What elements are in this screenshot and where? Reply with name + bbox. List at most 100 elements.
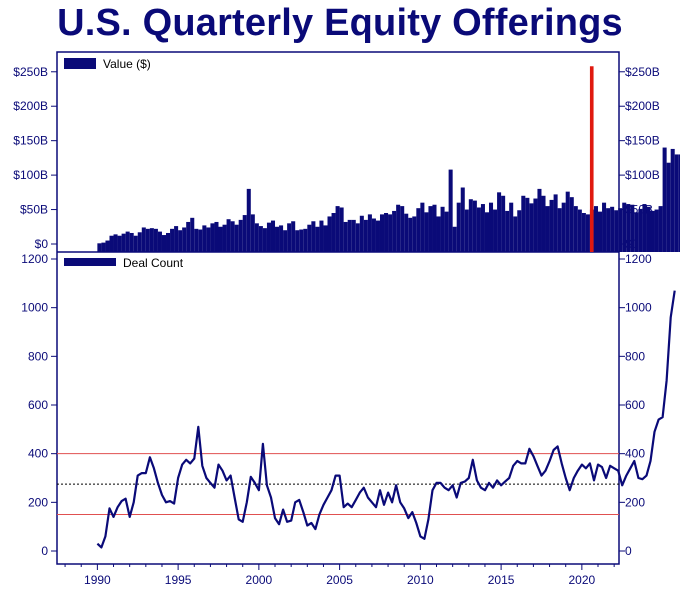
value-bar: [178, 230, 183, 252]
value-bar: [343, 221, 348, 252]
value-bar: [541, 195, 546, 252]
value-bar: [141, 227, 146, 252]
bottom-y-tick-label-left: 1000: [21, 301, 48, 315]
value-bar: [303, 228, 308, 252]
value-bar: [226, 219, 231, 252]
top-y-tick-label-left: $250B: [13, 65, 48, 79]
value-bar: [234, 224, 239, 252]
value-bar: [440, 206, 445, 252]
value-bar: [404, 213, 409, 252]
value-bar: [488, 202, 494, 252]
value-bar: [581, 213, 586, 252]
value-bar: [585, 214, 590, 252]
value-bar: [258, 226, 263, 252]
x-tick-label: 1995: [165, 573, 192, 587]
value-bar: [674, 154, 679, 252]
value-bar: [149, 228, 154, 252]
value-bar: [610, 206, 615, 252]
value-bar: [109, 235, 114, 252]
value-bar: [331, 213, 336, 252]
value-bar: [388, 214, 393, 252]
value-bar: [400, 206, 405, 252]
legend-deal-count-swatch: [64, 258, 116, 266]
value-bar: [250, 214, 255, 252]
legend-value-label: Value ($): [103, 57, 151, 71]
x-tick-label: 2005: [326, 573, 353, 587]
value-bar: [157, 231, 162, 252]
value-bar: [230, 221, 235, 252]
value-bar: [573, 206, 578, 252]
bottom-y-tick-label-right: 400: [625, 447, 645, 461]
value-bar: [444, 211, 449, 252]
value-bar: [501, 195, 506, 252]
value-bar: [145, 228, 150, 252]
value-bar: [392, 210, 397, 252]
chart-title: U.S. Quarterly Equity Offerings: [57, 2, 623, 44]
value-bar: [339, 207, 344, 252]
plot-frame: [56, 51, 620, 565]
value-bar: [351, 219, 356, 252]
bottom-y-tick-label-left: 600: [28, 398, 48, 412]
value-bar: [275, 226, 280, 252]
value-bar: [408, 217, 413, 252]
value-bar: [371, 218, 376, 252]
value-bar: [307, 224, 312, 252]
value-bar: [363, 219, 368, 252]
value-bar: [266, 222, 271, 252]
value-bar: [650, 210, 655, 252]
bottom-y-tick-label-left: 1200: [21, 252, 48, 266]
value-bar: [618, 208, 623, 252]
value-bar: [561, 202, 566, 252]
value-bar: [464, 209, 469, 252]
value-bar: [593, 206, 599, 252]
value-bar: [379, 214, 385, 252]
top-y-tick-label-left: $150B: [13, 134, 48, 148]
value-bar: [614, 210, 619, 252]
value-bar: [174, 226, 179, 252]
value-bar: [170, 228, 175, 252]
bottom-y-tick-label-left: 0: [41, 544, 48, 558]
bottom-y-tick-label-left: 400: [28, 447, 48, 461]
value-bar: [355, 223, 360, 252]
value-bar: [335, 206, 340, 252]
value-bar: [569, 197, 574, 252]
bottom-y-tick-label-right: 800: [625, 349, 645, 363]
top-y-tick-label-left: $200B: [13, 99, 48, 113]
value-bar: [384, 213, 389, 252]
top-y-tick-label-right: $100B: [625, 168, 660, 182]
value-bar: [432, 204, 437, 252]
value-bar: [117, 235, 122, 252]
value-bar: [186, 221, 191, 252]
value-bar: [375, 220, 380, 252]
value-bar: [367, 214, 372, 252]
value-bar: [468, 199, 473, 252]
value-bar: [448, 169, 453, 252]
value-bar: [460, 187, 465, 252]
x-tick-label: 2015: [488, 573, 515, 587]
x-tick-label: 2010: [407, 573, 434, 587]
legend-value-swatch: [64, 58, 96, 69]
value-bar: [476, 207, 481, 252]
bottom-y-tick-label-right: 1200: [625, 252, 652, 266]
x-tick-label: 2000: [246, 573, 273, 587]
value-bar: [634, 212, 639, 252]
value-bar: [287, 223, 292, 252]
bottom-y-tick-label-left: 200: [28, 495, 48, 509]
bottom-y-tick-label-right: 0: [625, 544, 632, 558]
value-bar: [153, 228, 158, 252]
value-bar: [327, 216, 332, 252]
bottom-y-tick-label-right: 1000: [625, 301, 652, 315]
value-bar: [125, 231, 130, 252]
value-bar: [270, 220, 276, 252]
value-bar: [291, 221, 296, 252]
value-bar: [662, 147, 667, 252]
value-bar: [315, 226, 320, 252]
value-bar: [424, 212, 429, 252]
value-bar: [513, 216, 518, 252]
value-bar: [545, 206, 550, 252]
deal-count-line: [96, 290, 676, 549]
bottom-y-tick-label-right: 600: [625, 398, 645, 412]
value-bar: [654, 209, 659, 252]
value-bar: [602, 202, 607, 252]
value-bar: [472, 200, 477, 252]
